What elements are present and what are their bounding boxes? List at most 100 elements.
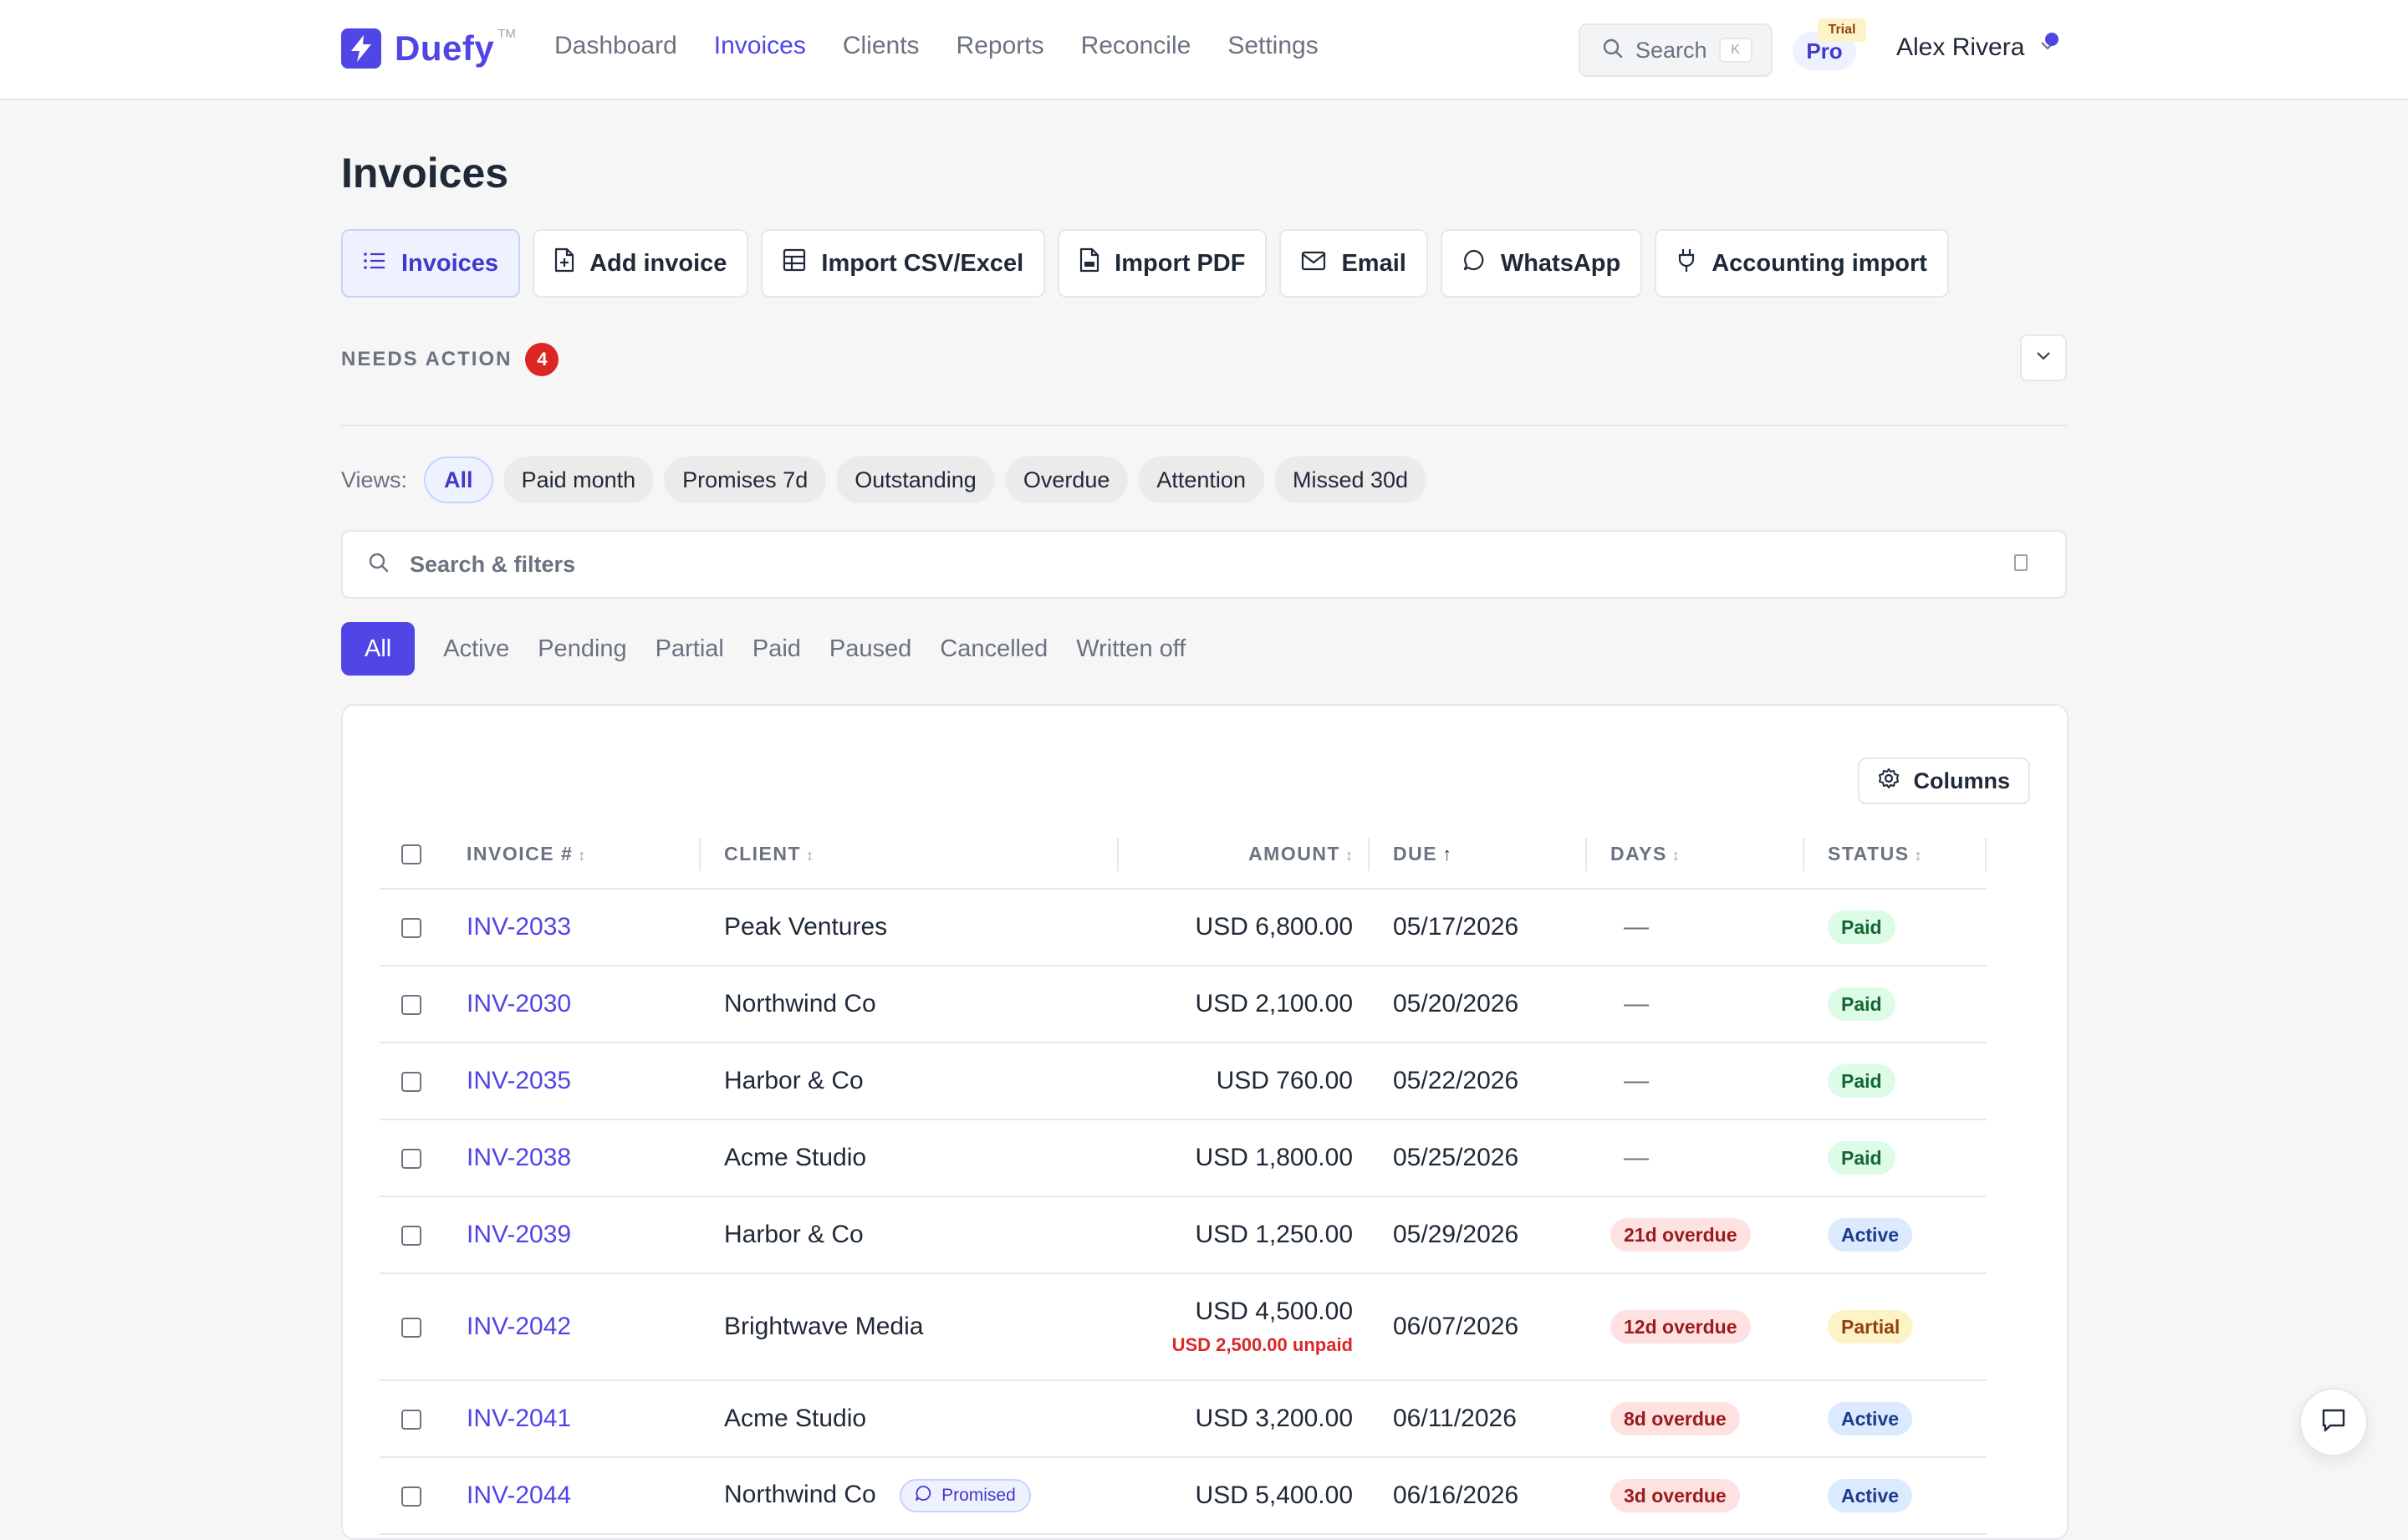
sort-icon: ↕ [1914, 846, 1922, 864]
status-tab-active[interactable]: Active [443, 635, 510, 662]
table-row[interactable]: INV-2044 Northwind Co Promised USD 5,400… [380, 1457, 1987, 1535]
view-chip-missed-30d[interactable]: Missed 30d [1273, 456, 1427, 503]
table-row[interactable]: INV-2038 Acme Studio USD 1,800.00 05/25/… [380, 1119, 1987, 1197]
invoice-number-cell: INV-2039 [467, 1196, 701, 1274]
days-cell: — [1587, 889, 1804, 966]
nav-reports[interactable]: Reports [956, 32, 1044, 59]
accounting-import-button[interactable]: Accounting import [1655, 229, 1949, 298]
search-filter-bar[interactable]: Search & filters [341, 530, 2067, 599]
status-tab-partial[interactable]: Partial [655, 635, 724, 662]
row-checkbox[interactable] [401, 918, 421, 939]
view-chip-overdue[interactable]: Overdue [1004, 456, 1129, 503]
add-invoice-label: Add invoice [589, 249, 727, 277]
nav-reconcile[interactable]: Reconcile [1080, 32, 1191, 59]
view-chip-all[interactable]: All [424, 456, 493, 503]
header-due-label: DUE [1393, 842, 1438, 864]
table-row[interactable]: INV-2041 Acme Studio USD 3,200.00 06/11/… [380, 1380, 1987, 1458]
status-tab-written-off[interactable]: Written off [1076, 635, 1186, 662]
view-chip-promises-7d[interactable]: Promises 7d [664, 456, 827, 503]
main-nav: Dashboard Invoices Clients Reports Recon… [554, 32, 1355, 60]
top-bar: Duefy TM Dashboard Invoices Clients Repo… [0, 0, 2408, 100]
invoices-view-label: Invoices [401, 249, 499, 277]
header-invoice[interactable]: INVOICE # ↕ [467, 819, 701, 890]
row-checkbox[interactable] [401, 1318, 421, 1339]
header-amount[interactable]: AMOUNT ↕ [1119, 819, 1370, 890]
status-cell: Paid [1804, 889, 1987, 966]
row-checkbox[interactable] [401, 1149, 421, 1170]
email-button[interactable]: Email [1279, 229, 1428, 298]
table-row[interactable]: INV-2033 Peak Ventures USD 6,800.00 05/1… [380, 889, 1987, 966]
invoice-link[interactable]: INV-2038 [467, 1144, 572, 1171]
invoice-number-cell: INV-2042 [467, 1273, 701, 1381]
chat-bubble-icon [1462, 248, 1501, 278]
needs-action-toggle-button[interactable] [2020, 334, 2067, 381]
view-chip-paid-month[interactable]: Paid month [503, 456, 655, 503]
status-tab-all[interactable]: All [341, 622, 416, 676]
needs-action-section[interactable]: NEEDS ACTION 4 [341, 343, 559, 376]
row-checkbox[interactable] [401, 1486, 421, 1507]
invoices-view-button[interactable]: Invoices [341, 229, 521, 298]
nav-clients[interactable]: Clients [842, 32, 920, 59]
header-client[interactable]: CLIENT ↕ [701, 819, 1119, 890]
invoice-table: INVOICE # ↕ CLIENT ↕ AMOUNT ↕ DUE ↑ DAYS ↕ ST… [380, 819, 1987, 1535]
invoice-link[interactable]: INV-2033 [467, 913, 572, 941]
nav-invoices[interactable]: Invoices [713, 32, 806, 59]
invoice-link[interactable]: INV-2035 [467, 1067, 572, 1094]
global-search-button[interactable]: Search K [1579, 23, 1773, 77]
due-date-cell: 06/07/2026 [1370, 1273, 1587, 1381]
row-select-cell [380, 1196, 467, 1274]
header-status[interactable]: STATUS ↕ [1804, 819, 1987, 890]
add-invoice-button[interactable]: Add invoice [533, 229, 749, 298]
lightning-bolt-icon [341, 28, 381, 69]
days-cell: 21d overdue [1587, 1196, 1804, 1274]
invoice-link[interactable]: INV-2030 [467, 990, 572, 1017]
whatsapp-button[interactable]: WhatsApp [1440, 229, 1643, 298]
table-row[interactable]: INV-2039 Harbor & Co USD 1,250.00 05/29/… [380, 1196, 1987, 1274]
import-csv-button[interactable]: Import CSV/Excel [761, 229, 1046, 298]
status-tab-cancelled[interactable]: Cancelled [940, 635, 1048, 662]
client-cell: Acme Studio [701, 1380, 1119, 1458]
status-cell: Paid [1804, 1043, 1987, 1120]
header-days[interactable]: DAYS ↕ [1587, 819, 1804, 890]
status-tabs: All Active Pending Partial Paid Paused C… [341, 622, 1214, 676]
client-cell: Northwind Co Promised [701, 1457, 1119, 1535]
row-checkbox[interactable] [401, 1072, 421, 1093]
nav-settings[interactable]: Settings [1227, 32, 1319, 59]
status-cell: Partial [1804, 1273, 1987, 1381]
import-pdf-button[interactable]: Import PDF [1058, 229, 1268, 298]
row-checkbox[interactable] [401, 1226, 421, 1247]
search-filter-input[interactable]: Search & filters [410, 551, 576, 577]
table-row[interactable]: INV-2030 Northwind Co USD 2,100.00 05/20… [380, 966, 1987, 1043]
invoice-table-card: Columns INVOICE # ↕ CLIENT ↕ AMOUNT ↕ DUE ↑ … [341, 704, 2069, 1540]
status-tab-pending[interactable]: Pending [538, 635, 627, 662]
row-checkbox[interactable] [401, 995, 421, 1016]
invoice-number-cell: INV-2033 [467, 889, 701, 966]
header-amount-label: AMOUNT [1248, 842, 1340, 864]
view-chip-outstanding[interactable]: Outstanding [836, 456, 995, 503]
row-select-cell [380, 1119, 467, 1197]
sort-icon: ↕ [578, 846, 586, 864]
user-menu[interactable]: Alex Rivera [1896, 33, 2056, 62]
status-badge: Paid [1828, 1064, 1895, 1098]
header-due[interactable]: DUE ↑ [1370, 819, 1587, 890]
columns-button[interactable]: Columns [1858, 757, 2030, 804]
view-chip-attention[interactable]: Attention [1138, 456, 1264, 503]
nav-dashboard[interactable]: Dashboard [554, 32, 677, 59]
invoice-link[interactable]: INV-2042 [467, 1313, 572, 1340]
invoice-link[interactable]: INV-2044 [467, 1481, 572, 1509]
invoice-number-cell: INV-2030 [467, 966, 701, 1043]
select-all-checkbox[interactable] [401, 844, 421, 865]
clipboard-icon[interactable] [2013, 553, 2028, 576]
page-title: Invoices [341, 150, 509, 196]
client-cell: Peak Ventures [701, 889, 1119, 966]
invoice-link[interactable]: INV-2039 [467, 1221, 572, 1248]
table-row[interactable]: INV-2042 Brightwave Media USD 4,500.00 US… [380, 1273, 1987, 1381]
row-checkbox[interactable] [401, 1410, 421, 1430]
support-chat-button[interactable] [2299, 1388, 2368, 1456]
invoice-link[interactable]: INV-2041 [467, 1405, 572, 1432]
status-tab-paid[interactable]: Paid [752, 635, 801, 662]
table-row[interactable]: INV-2035 Harbor & Co USD 760.00 05/22/20… [380, 1043, 1987, 1120]
status-tab-paused[interactable]: Paused [829, 635, 912, 662]
user-name: Alex Rivera [1896, 33, 2025, 61]
brand-logo[interactable]: Duefy TM [341, 27, 516, 69]
